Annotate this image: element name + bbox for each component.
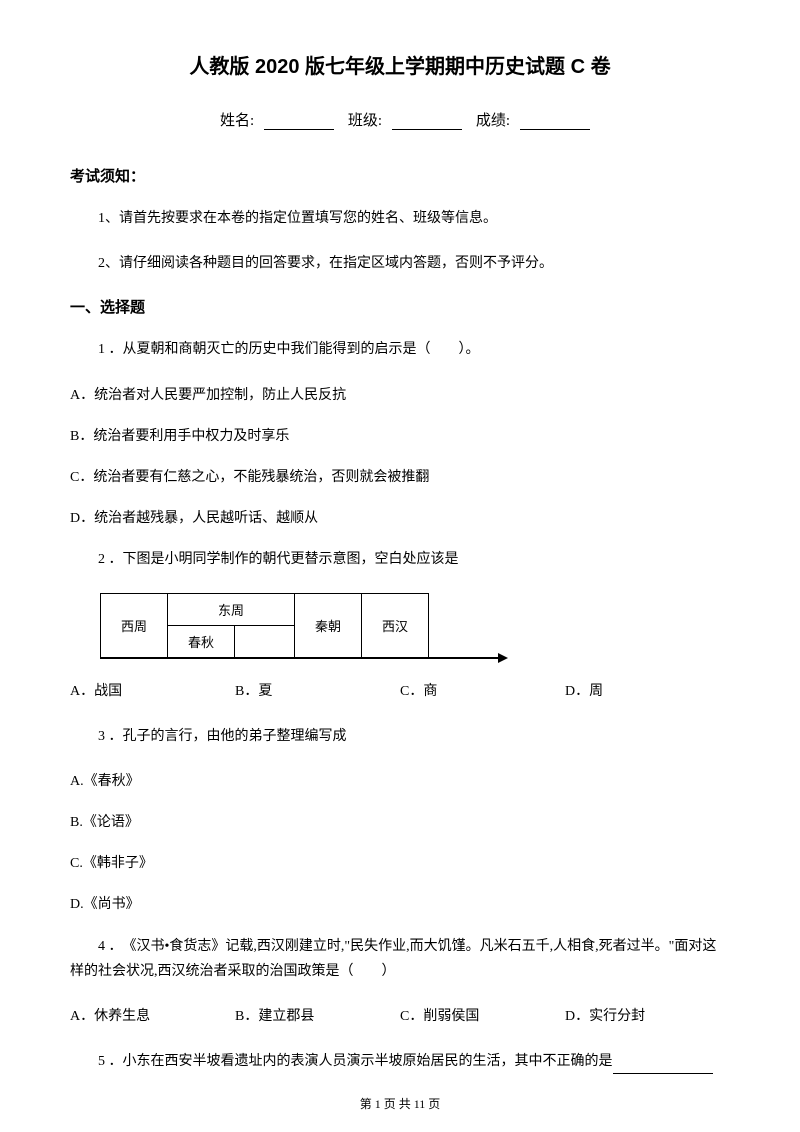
score-label: 成绩: <box>476 109 510 130</box>
cell-dongzhou: 东周 <box>168 593 295 625</box>
q4-options: A．休养生息 B．建立郡县 C．削弱侯国 D．实行分封 <box>70 1004 730 1029</box>
q2-options: A．战国 B．夏 C．商 D．周 <box>70 679 730 704</box>
q4-option-a: A．休养生息 <box>70 1004 235 1029</box>
question-3: 3 ．孔子的言行，由他的弟子整理编写成 <box>70 724 730 749</box>
class-label: 班级: <box>348 109 382 130</box>
q4-option-c: C．削弱侯国 <box>400 1004 565 1029</box>
section-1-header: 一、选择题 <box>70 296 730 317</box>
question-5: 5 ．小东在西安半坡看遗址内的表演人员演示半坡原始居民的生活，其中不正确的是 <box>70 1049 730 1074</box>
q3-option-a: A.《春秋》 <box>70 769 730 794</box>
dynasty-table: 西周 东周 秦朝 西汉 春秋 <box>100 593 429 658</box>
page-title: 人教版 2020 版七年级上学期期中历史试题 C 卷 <box>70 50 730 79</box>
q2-option-c: C．商 <box>400 679 565 704</box>
q5-text: 5 ．小东在西安半坡看遗址内的表演人员演示半坡原始居民的生活，其中不正确的是 <box>98 1054 613 1069</box>
cell-blank <box>235 625 295 657</box>
class-blank[interactable] <box>392 116 462 130</box>
cell-chunqiu: 春秋 <box>168 625 235 657</box>
name-blank[interactable] <box>264 116 334 130</box>
q3-option-c: C.《韩非子》 <box>70 851 730 876</box>
cell-xizhou: 西周 <box>101 593 168 657</box>
instruction-2: 2、请仔细阅读各种题目的回答要求，在指定区域内答题，否则不予评分。 <box>70 251 730 276</box>
q1-option-d: D．统治者越残暴，人民越听话、越顺从 <box>70 506 730 531</box>
q1-option-b: B．统治者要利用手中权力及时享乐 <box>70 424 730 449</box>
q4-option-d: D．实行分封 <box>565 1004 730 1029</box>
question-2: 2 ．下图是小明同学制作的朝代更替示意图，空白处应该是 <box>70 547 730 572</box>
cell-xihan: 西汉 <box>362 593 429 657</box>
question-1: 1 ．从夏朝和商朝灭亡的历史中我们能得到的启示是（ ）。 <box>70 337 730 362</box>
score-blank[interactable] <box>520 116 590 130</box>
q5-blank[interactable] <box>613 1060 713 1074</box>
exam-notice-header: 考试须知： <box>70 165 730 186</box>
q3-option-d: D.《尚书》 <box>70 892 730 917</box>
dynasty-diagram: 西周 东周 秦朝 西汉 春秋 <box>100 593 730 659</box>
q1-option-c: C．统治者要有仁慈之心，不能残暴统治，否则就会被推翻 <box>70 465 730 490</box>
q2-option-a: A．战国 <box>70 679 235 704</box>
q3-option-b: B.《论语》 <box>70 810 730 835</box>
q2-option-b: B．夏 <box>235 679 400 704</box>
timeline-arrow <box>100 657 500 659</box>
student-info-line: 姓名: 班级: 成绩: <box>70 109 730 130</box>
q4-option-b: B．建立郡县 <box>235 1004 400 1029</box>
cell-qin: 秦朝 <box>295 593 362 657</box>
q1-option-a: A．统治者对人民要严加控制，防止人民反抗 <box>70 383 730 408</box>
instruction-1: 1、请首先按要求在本卷的指定位置填写您的姓名、班级等信息。 <box>70 206 730 231</box>
name-label: 姓名: <box>220 109 254 130</box>
page-footer: 第 1 页 共 11 页 <box>0 1095 800 1112</box>
q2-option-d: D．周 <box>565 679 730 704</box>
question-4: 4 ． 《汉书•食货志》记载,西汉刚建立时,"民失作业,而大饥馑。凡米石五千,人… <box>70 934 730 984</box>
